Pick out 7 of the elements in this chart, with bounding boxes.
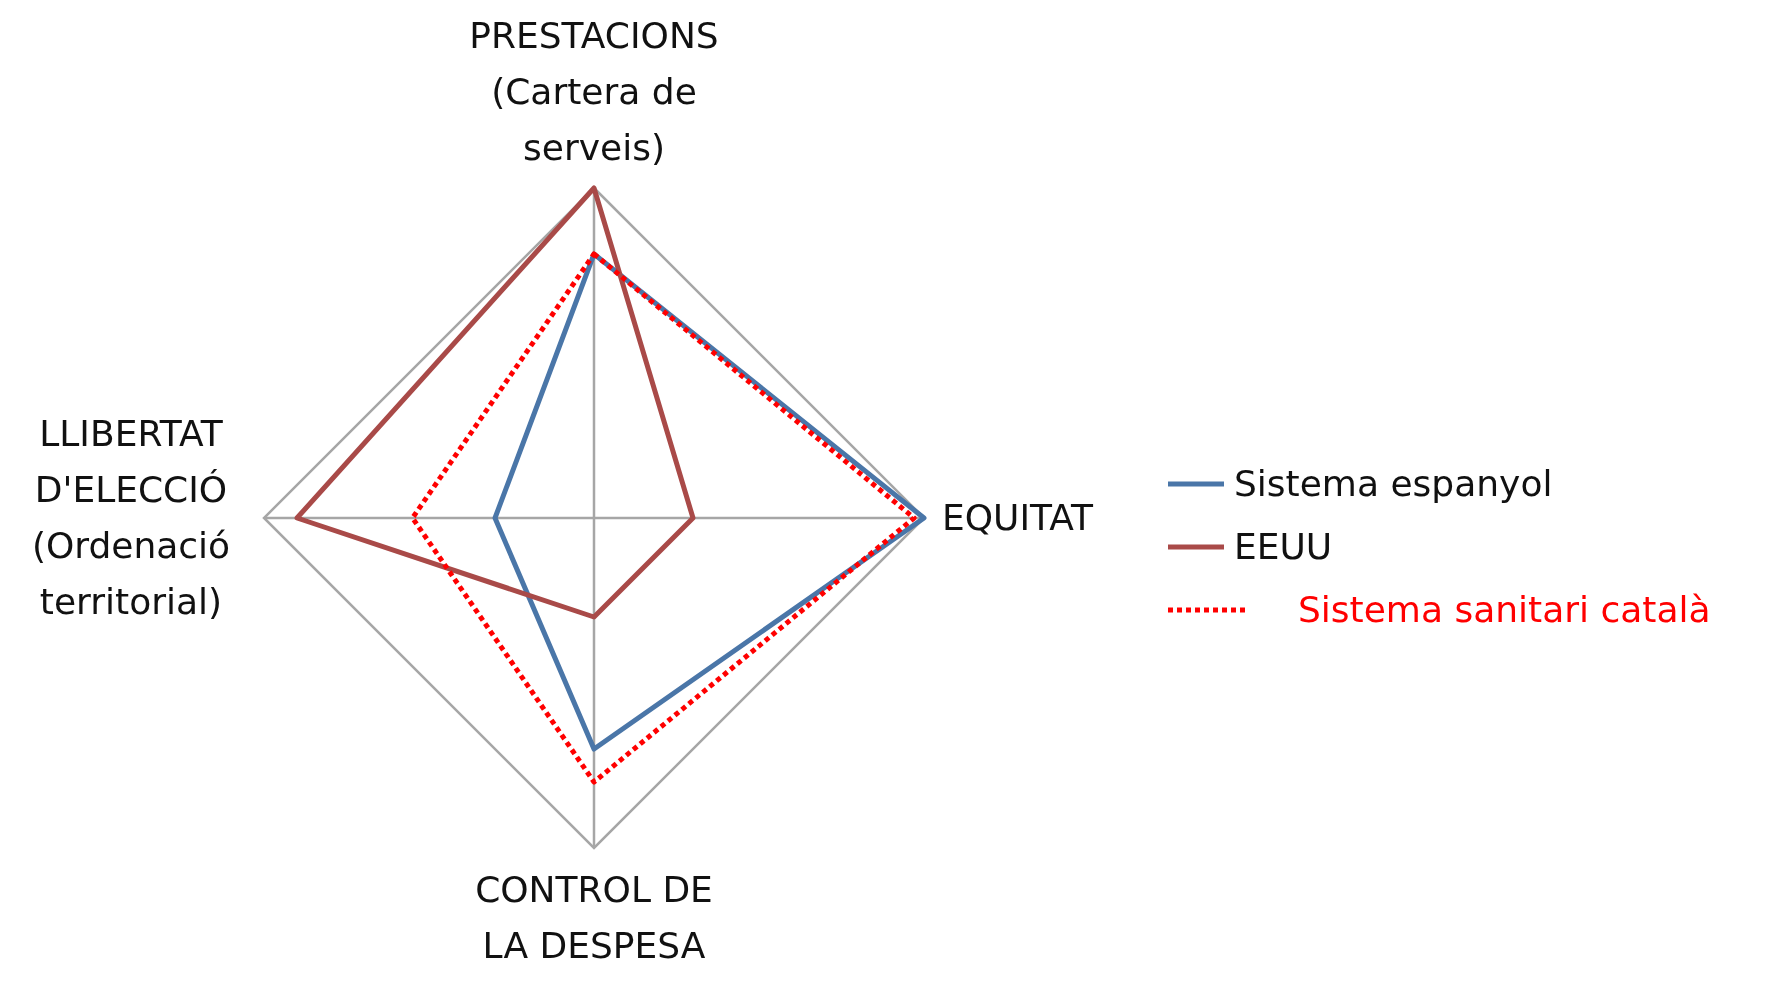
legend-label: Sistema espanyol bbox=[1234, 463, 1553, 504]
spoke-label: CONTROL DE LA DESPESA bbox=[475, 869, 713, 966]
legend-label: Sistema sanitari català bbox=[1298, 589, 1711, 630]
spoke-label: PRESTACIONS (Cartera de serveis) bbox=[469, 15, 719, 168]
spoke-label: EQUITAT bbox=[942, 497, 1095, 538]
spoke-label: LLIBERTAT D'ELECCIÓ (Ordenació territorial) bbox=[31, 413, 231, 622]
legend-label: EEUU bbox=[1234, 526, 1333, 567]
